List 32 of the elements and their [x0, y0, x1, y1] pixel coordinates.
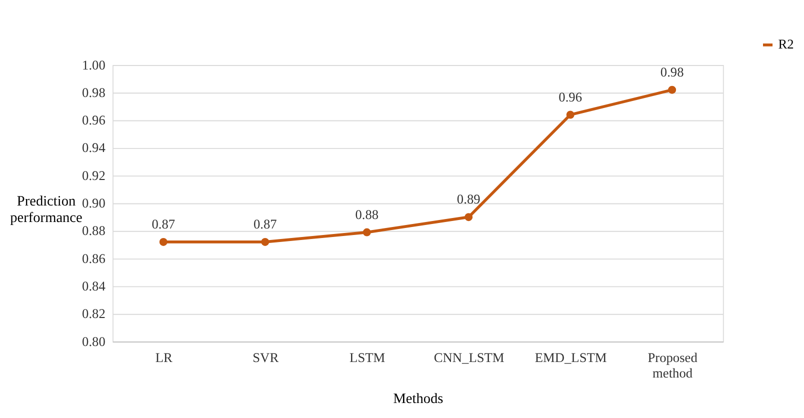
data-label: 0.88 [355, 206, 379, 222]
point [261, 238, 270, 246]
x-tick-label: CNN_LSTM [434, 350, 504, 366]
y-axis-title: Prediction performance [10, 194, 82, 226]
data-label: 0.87 [253, 216, 278, 232]
y-tick-label: 0.80 [82, 334, 106, 349]
x-tick-label: LSTM [350, 350, 386, 366]
x-tick-label: LR [155, 350, 173, 366]
x-tick-label: EMD_LSTM [534, 350, 607, 366]
point [159, 238, 168, 246]
y-tick-label: 0.82 [82, 306, 106, 322]
y-tick-label: 0.84 [82, 278, 106, 294]
point [566, 110, 574, 119]
y-tick-label: 0.94 [82, 140, 106, 156]
y-tick-label: 1.00 [82, 57, 106, 72]
y-tick-label: 0.88 [82, 223, 106, 238]
y-tick-label: 0.96 [82, 112, 106, 128]
data-label: 0.87 [152, 216, 176, 232]
data-label: 0.89 [456, 192, 481, 207]
y-tick-label: 0.98 [82, 84, 106, 100]
y-tick-label: 0.86 [82, 250, 106, 266]
x-tick-label: Proposed method [648, 350, 698, 380]
y-tick-label: 0.92 [82, 168, 106, 183]
legend-label: R2 [778, 36, 794, 52]
data-label: 0.98 [660, 64, 684, 80]
point [464, 213, 473, 222]
x-axis-title: Methods [393, 391, 444, 408]
data-label: 0.96 [558, 89, 582, 104]
point [668, 86, 676, 94]
point [362, 228, 371, 236]
x-tick-label: SVR [252, 350, 279, 366]
y-tick-label: 0.90 [82, 196, 106, 211]
